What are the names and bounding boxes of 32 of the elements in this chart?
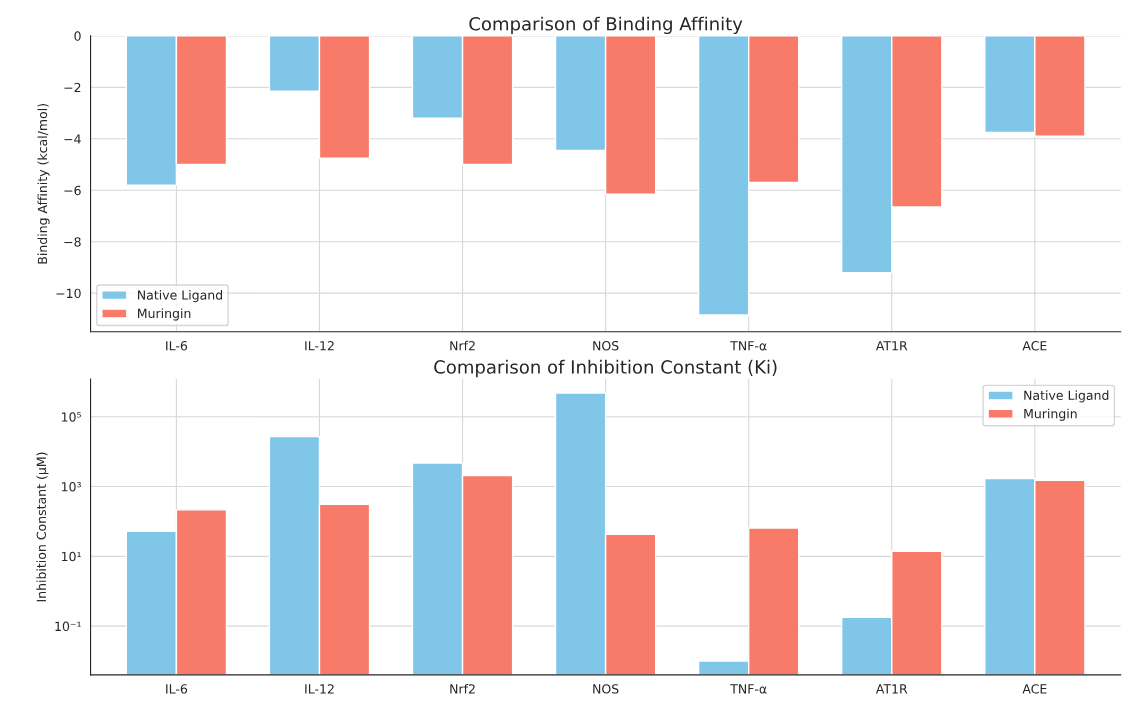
chart-title: Comparison of Binding Affinity [469,16,743,35]
x-tick-label: AT1R [875,341,908,351]
y-tick-label: 10³ [61,482,81,492]
y-tick-label: −8 [64,237,81,247]
y-tick-label: 10¹ [61,551,81,562]
x-tick-label: IL-6 [166,340,188,351]
y-tick-label: −6 [64,185,81,196]
x-tick-label: Nrf2 [450,683,475,694]
x-tick-label: IL-12 [305,684,334,694]
y-axis-title: Binding Affinity (kcal/mol) [37,104,50,264]
x-tick-label: TNF-α [730,684,767,694]
y-tick-label: −10 [56,288,81,299]
x-tick-label: NOS [593,340,619,351]
x-tick-label: IL-6 [166,684,188,694]
legend-label: Muringin [138,308,191,321]
y-axis-title: Inhibition Constant (μM) [36,452,49,602]
x-tick-label: AT1R [875,684,908,694]
chart-title: Comparison of Inhibition Constant (Ki) [434,359,777,378]
x-tick-label: ACE [1022,684,1047,694]
y-tick-label: −2 [64,82,81,93]
legend-label: Muringin [1024,408,1077,421]
y-tick-label: 10⁵ [61,412,81,422]
x-tick-label: Nrf2 [450,340,475,351]
x-tick-label: ACE [1022,340,1047,351]
legend-label: Native Ligand [1024,390,1109,403]
y-tick-label: 0 [74,31,81,41]
legend-label: Native Ligand [138,290,223,303]
x-tick-label: NOS [593,684,619,694]
x-tick-label: TNF-α [730,341,767,351]
x-tick-label: IL-12 [305,340,334,351]
y-tick-label: −4 [64,134,81,144]
y-tick-label: 10⁻¹ [55,621,81,632]
